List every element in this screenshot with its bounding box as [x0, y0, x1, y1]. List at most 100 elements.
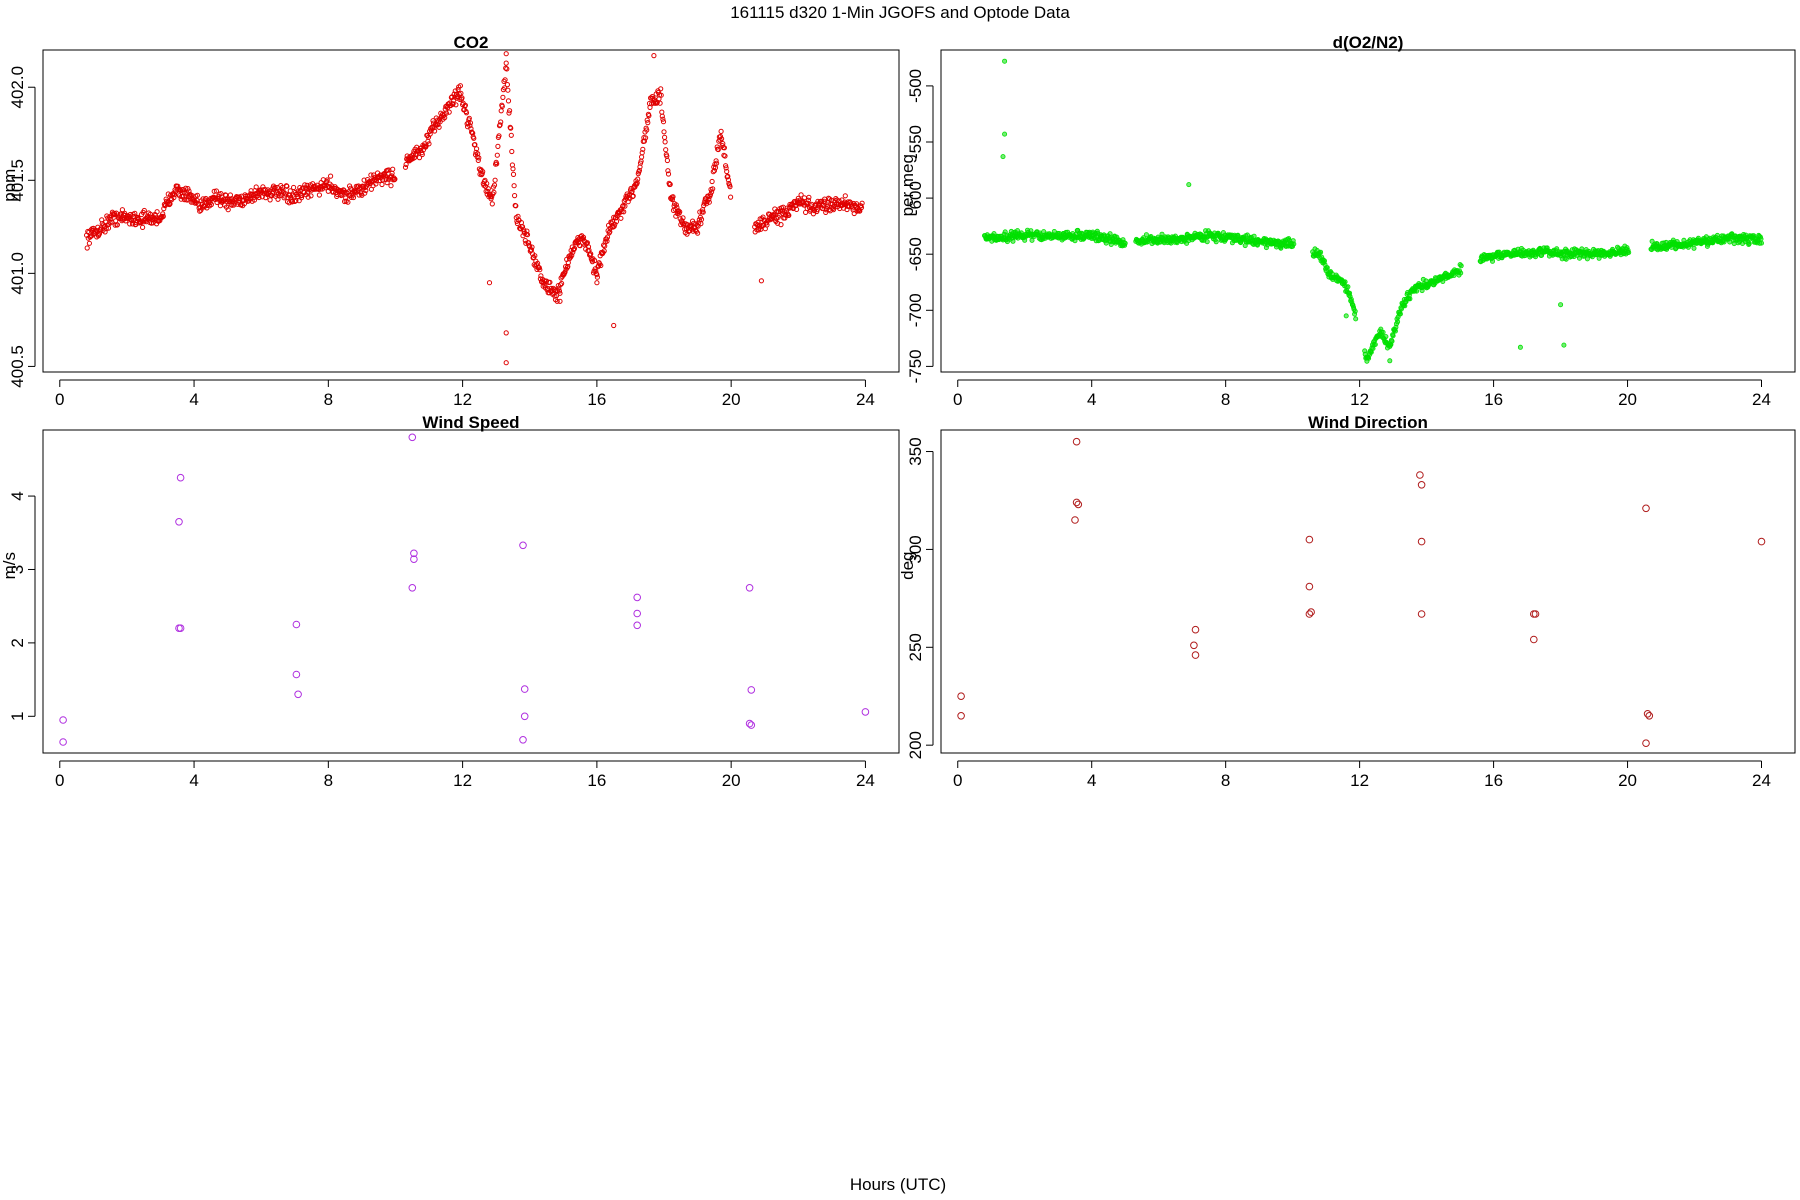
- data-point: [594, 280, 600, 286]
- series-points: [957, 437, 1766, 748]
- data-point: [491, 189, 497, 195]
- data-point: [160, 211, 166, 217]
- data-point: [486, 280, 493, 286]
- y-axis-label: deg: [898, 551, 917, 579]
- data-point: [707, 191, 714, 198]
- data-point: [373, 181, 379, 187]
- data-point: [1416, 471, 1424, 479]
- data-point: [1352, 308, 1358, 314]
- x-tick-label: 0: [953, 771, 962, 790]
- data-point: [410, 555, 418, 564]
- y-tick-label: 200: [906, 731, 925, 759]
- data-point: [658, 86, 664, 92]
- data-point: [524, 232, 531, 238]
- y-tick-label: 4: [8, 491, 27, 500]
- x-tick-label: 4: [1087, 390, 1096, 409]
- data-point: [645, 120, 651, 126]
- data-point: [166, 201, 172, 208]
- x-tick-label: 8: [324, 771, 333, 790]
- x-tick-label: 16: [1484, 771, 1503, 790]
- data-point: [503, 330, 509, 336]
- data-point: [723, 163, 729, 169]
- data-point: [1563, 256, 1569, 262]
- data-point: [658, 92, 664, 98]
- data-point: [108, 216, 114, 222]
- y-tick-label: 300: [906, 535, 925, 563]
- data-point: [1424, 285, 1430, 291]
- data-point: [635, 176, 641, 182]
- data-point: [167, 201, 173, 207]
- data-point: [287, 188, 293, 194]
- data-point: [1561, 342, 1567, 348]
- data-point: [853, 201, 860, 207]
- data-point: [1244, 232, 1250, 238]
- data-point: [644, 127, 650, 133]
- plot-frame: [42, 429, 900, 754]
- data-point: [474, 146, 480, 152]
- data-point: [719, 136, 725, 142]
- data-point: [805, 197, 812, 203]
- data-point: [494, 161, 500, 167]
- data-point: [714, 160, 720, 166]
- data-point: [508, 125, 514, 131]
- data-point: [806, 194, 812, 200]
- data-point: [1345, 284, 1351, 290]
- data-point: [592, 257, 598, 264]
- data-point: [718, 128, 724, 134]
- data-point: [621, 209, 627, 215]
- data-point: [663, 147, 669, 153]
- data-point: [1029, 237, 1035, 243]
- x-tick-label: 12: [1350, 771, 1369, 790]
- data-point: [442, 115, 448, 121]
- y-tick-label: -600: [906, 181, 925, 215]
- data-point: [594, 274, 601, 280]
- data-point: [633, 609, 642, 618]
- x-tick-label: 20: [722, 771, 741, 790]
- data-point: [1342, 279, 1348, 285]
- y-tick-label: 2: [8, 638, 27, 647]
- data-point: [362, 190, 368, 196]
- data-point: [1380, 329, 1386, 335]
- data-point: [160, 213, 166, 219]
- x-tick-label: 8: [1221, 390, 1230, 409]
- y-axis-label: per meg: [898, 154, 917, 216]
- data-point: [426, 141, 432, 147]
- data-point: [176, 473, 185, 482]
- data-point: [503, 51, 509, 57]
- data-point: [562, 269, 568, 275]
- data-point: [59, 738, 67, 746]
- data-point: [660, 119, 667, 125]
- data-point: [512, 193, 518, 199]
- data-point: [345, 199, 351, 205]
- data-point: [537, 267, 543, 273]
- data-point: [502, 85, 508, 91]
- y-tick-label: 401.5: [8, 159, 27, 202]
- data-point: [1002, 58, 1008, 64]
- data-point: [1417, 610, 1426, 618]
- data-point: [585, 244, 592, 250]
- data-point: [1643, 710, 1652, 718]
- data-point: [557, 290, 563, 296]
- data-point: [1305, 610, 1314, 618]
- data-point: [292, 620, 301, 629]
- y-tick-label: -700: [906, 293, 925, 327]
- data-point: [140, 224, 146, 230]
- data-point: [416, 155, 423, 161]
- data-point: [292, 670, 301, 679]
- data-point: [377, 177, 383, 184]
- data-point: [1343, 313, 1349, 319]
- data-point: [499, 103, 505, 110]
- data-point: [1691, 245, 1697, 251]
- data-point: [700, 209, 706, 215]
- x-tick-label: 0: [55, 771, 64, 790]
- data-point: [630, 193, 636, 199]
- data-point: [1291, 241, 1297, 247]
- data-point: [676, 208, 682, 214]
- data-point: [500, 94, 506, 101]
- data-point: [723, 165, 729, 171]
- data-point: [1390, 333, 1396, 339]
- data-point: [1072, 498, 1081, 507]
- data-point: [1159, 231, 1165, 237]
- data-point: [102, 229, 108, 235]
